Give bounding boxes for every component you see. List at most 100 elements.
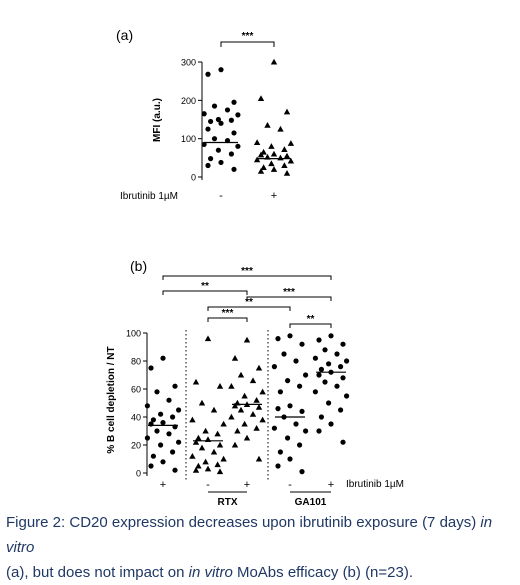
panel-b-data-point — [275, 406, 281, 412]
panel-b-data-point — [297, 442, 303, 448]
panel-b-data-point — [216, 383, 224, 389]
panel-b-data-point — [299, 469, 305, 475]
panel-a-data-point — [201, 141, 207, 148]
panel-b-data-point — [237, 371, 245, 378]
panel-b-data-point — [150, 417, 156, 423]
panel-b-data-point — [259, 388, 266, 395]
panel-b-data-point — [287, 456, 293, 462]
panel-a-data-point — [283, 169, 291, 176]
panel-b-data-point — [255, 455, 263, 462]
panel-b-data-point — [144, 403, 150, 409]
panel-b-data-point — [326, 361, 332, 367]
panel-a-data-point — [268, 160, 275, 167]
panel-a-data-point — [215, 147, 221, 153]
panel-b-data-point — [281, 351, 287, 357]
panel-a-data-point — [231, 130, 237, 136]
panel-b-significance-bracket — [162, 290, 248, 295]
panel-a-data-point — [211, 103, 218, 109]
panel-b-significance-label: *** — [241, 266, 253, 277]
panel-b-data-point — [322, 379, 328, 385]
panel-b-group-label: GA101 — [295, 497, 327, 508]
panel-b-y-tick-label: 100 — [126, 329, 141, 339]
panel-b-data-point — [344, 393, 350, 399]
panel-b-data-point — [237, 406, 245, 413]
caption-text-3: MoAbs efficacy (b) (n=23). — [232, 564, 414, 581]
panel-b-data-point — [259, 416, 266, 423]
panel-b-data-point — [160, 459, 166, 465]
panel-b-chart: (b) 0 20 40 60 80 100 % B cell depletion / NT + -… — [106, 258, 404, 508]
panel-b-data-point — [318, 414, 324, 420]
panel-b-data-point — [204, 335, 212, 342]
panel-a-data-point — [211, 136, 218, 142]
panel-a-data-point — [253, 156, 261, 163]
panel-a-data-point — [270, 150, 278, 157]
panel-b-data-point — [338, 407, 344, 413]
panel-b-data-point — [234, 427, 241, 434]
panel-b-data-point — [344, 358, 350, 364]
panel-b-significance-bracket — [246, 296, 332, 301]
panel-b-data-point — [170, 449, 176, 455]
panel-b-data-point — [253, 397, 260, 403]
panel-b-data-point — [148, 365, 154, 371]
panel-b-data-point — [243, 336, 251, 343]
panel-b-y-tick-label: 60 — [131, 385, 141, 395]
panel-b-y-axis-title: % B cell depletion / NT — [106, 346, 117, 453]
panel-b-category-label: - — [206, 479, 210, 491]
panel-a-data-point — [224, 107, 231, 113]
panel-a-data-point — [260, 148, 267, 155]
panel-a-data-point — [257, 95, 265, 101]
panel-b-data-point — [253, 425, 260, 431]
panel-b-data-point — [170, 414, 176, 420]
panel-b-data-point — [271, 364, 277, 370]
panel-a-condition-label: Ibrutinib 1µM — [120, 191, 178, 202]
panel-b-data-point — [249, 411, 257, 417]
panel-a-data-point — [277, 154, 284, 161]
panel-a-significance-label: *** — [242, 31, 254, 42]
panel-b-significance-bracket — [207, 317, 248, 322]
panel-b-data-point — [214, 461, 221, 468]
panel-a-data-point — [264, 122, 271, 128]
panel-a-data-point — [231, 166, 237, 172]
panel-b-data-point — [316, 428, 322, 434]
panel-b-data-point — [285, 435, 291, 441]
panel-b-data-point — [334, 383, 340, 389]
panel-b-category-label: - — [288, 479, 292, 491]
panel-a-data-point — [253, 139, 261, 146]
panel-a-data-point — [235, 143, 241, 149]
panel-b-group-label: RTX — [218, 497, 238, 508]
panel-b-data-point — [198, 399, 206, 406]
panel-b-data-point — [228, 413, 235, 420]
panel-b-data-point — [277, 449, 283, 455]
panel-a-data-point — [205, 162, 211, 169]
panel-b-data-point — [160, 420, 166, 426]
panel-b-data-point — [255, 364, 263, 371]
caption-text-2: (a), but does not impact on — [6, 564, 189, 581]
panel-b-data-point — [158, 411, 164, 417]
panel-b-data-point — [189, 416, 196, 423]
panel-a-data-point — [231, 99, 237, 105]
panel-a-data-point — [205, 126, 211, 132]
panel-a-data-point — [268, 143, 275, 149]
panel-b-label: (b) — [130, 258, 147, 274]
panel-b-condition-label: Ibrutinib 1µM — [346, 479, 404, 490]
panel-b-y-tick-label: 20 — [131, 441, 141, 451]
panel-b-data-point — [216, 468, 224, 475]
panel-b-data-point — [189, 453, 196, 459]
panel-b-data-point — [299, 341, 305, 347]
panel-a-y-tick-label: 0 — [191, 173, 196, 183]
panel-b-data-point — [241, 392, 248, 399]
panel-a-data-point — [281, 146, 288, 152]
panel-b-data-point — [220, 455, 227, 462]
panel-a-significance-bracket — [220, 41, 275, 47]
panel-b-significance-bracket — [162, 275, 332, 280]
panel-b-data-point — [299, 408, 305, 414]
panel-b-data-point — [297, 383, 303, 389]
panel-b-data-point — [340, 341, 346, 347]
panel-b-data-point — [160, 355, 166, 361]
panel-b-significance-label: ** — [307, 314, 315, 325]
panel-b-data-point — [312, 389, 318, 395]
panel-b-data-point — [271, 425, 277, 431]
panel-a-data-point — [228, 117, 234, 123]
panel-a-data-point — [283, 152, 291, 159]
